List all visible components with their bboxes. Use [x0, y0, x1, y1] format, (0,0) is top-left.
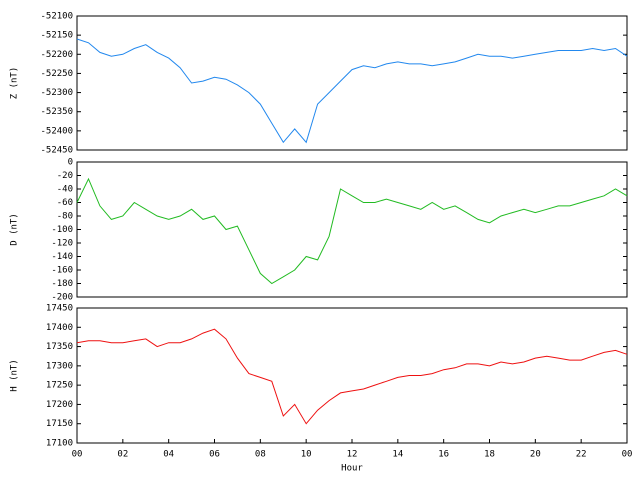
data-line [76, 38, 628, 144]
y-tick-label: -160 [51, 266, 73, 276]
y-tick-label: 17100 [46, 439, 73, 449]
data-line [76, 328, 628, 425]
y-tick-label: -52300 [40, 88, 73, 98]
y-tick-label: -180 [51, 279, 73, 289]
x-tick-label: 14 [392, 450, 403, 460]
plot-frame [76, 161, 628, 298]
x-tick-label: 12 [347, 450, 358, 460]
x-tick-label: 20 [530, 450, 541, 460]
plot-frame [76, 307, 628, 444]
y-tick-label: 17300 [46, 361, 73, 371]
y-axis-label: H (nT) [10, 359, 20, 392]
y-tick-label: -200 [51, 293, 73, 303]
y-tick-label: -100 [51, 225, 73, 235]
x-tick-label: 16 [438, 450, 449, 460]
y-tick-label: -52350 [40, 107, 73, 117]
x-tick-label: 00 [622, 450, 633, 460]
x-tick-label: 10 [301, 450, 312, 460]
y-tick-label: -52450 [40, 146, 73, 156]
y-tick-label: -140 [51, 252, 73, 262]
x-tick-label: 08 [255, 450, 266, 460]
y-tick-label: -80 [57, 212, 73, 222]
y-axis-label: Z (nT) [10, 67, 20, 100]
y-tick-label: -40 [57, 185, 73, 195]
y-tick-label: 17250 [46, 381, 73, 391]
y-tick-label: 17450 [46, 304, 73, 314]
y-tick-label: 17400 [46, 323, 73, 333]
y-tick-label: -120 [51, 239, 73, 249]
x-tick-label: 00 [72, 450, 83, 460]
x-tick-label: 06 [209, 450, 220, 460]
plot-frame [76, 15, 628, 151]
y-tick-label: -52100 [40, 12, 73, 22]
y-tick-label: -52150 [40, 31, 73, 41]
y-axis-label: D (nT) [10, 213, 20, 246]
y-tick-label: 17200 [46, 400, 73, 410]
x-tick-label: 22 [576, 450, 587, 460]
x-tick-label: 18 [484, 450, 495, 460]
y-tick-label: -52200 [40, 50, 73, 60]
x-tick-label: 02 [117, 450, 128, 460]
y-tick-label: -60 [57, 198, 73, 208]
x-tick-label: 04 [163, 450, 174, 460]
y-tick-label: 17350 [46, 342, 73, 352]
y-tick-label: -52400 [40, 126, 73, 136]
y-tick-label: 17150 [46, 419, 73, 429]
y-tick-label: -52250 [40, 69, 73, 79]
y-tick-label: -20 [57, 171, 73, 181]
y-tick-label: 0 [68, 158, 73, 168]
x-axis-label: Hour [341, 464, 363, 474]
data-line [76, 177, 628, 285]
